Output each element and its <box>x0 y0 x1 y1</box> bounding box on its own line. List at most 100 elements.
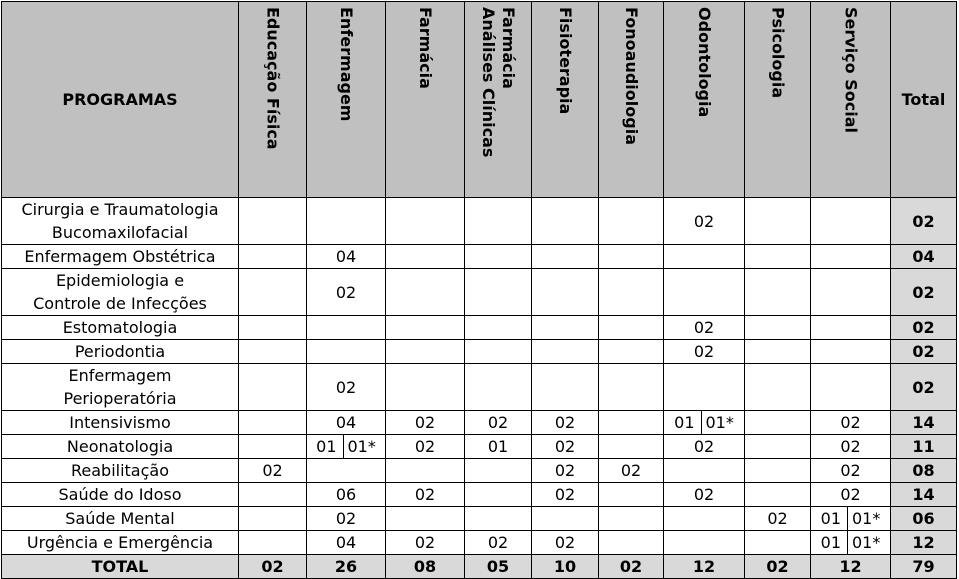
cell: 02 <box>464 530 532 555</box>
cell <box>531 268 599 316</box>
cell: 02 <box>890 268 957 316</box>
cell <box>744 410 811 435</box>
cell-value: 02 <box>335 377 357 397</box>
cell-value: Saúde do Idoso <box>58 485 182 504</box>
cell <box>306 197 386 245</box>
cell-value: 01* <box>847 531 886 554</box>
cell <box>663 244 745 269</box>
cell: 04 <box>890 244 957 269</box>
total-cell: 02 <box>238 554 307 579</box>
cell-value: Enfermagem Perioperatória <box>63 366 177 408</box>
program-name: Enfermagem Obstétrica <box>1 244 239 269</box>
cell <box>531 506 599 531</box>
header-row: PROGRAMAS Educação Física Enfermagem Farmác… <box>1 1 957 198</box>
cell: 02 <box>385 482 465 507</box>
cell-value: 02 <box>840 461 861 480</box>
cell: 04 <box>306 530 386 555</box>
total-cell: 02 <box>744 554 811 579</box>
cell <box>598 530 664 555</box>
cell: 02 <box>464 410 532 435</box>
cell-value: 02 <box>261 557 284 576</box>
cell: 02 <box>810 410 891 435</box>
column-header: Enfermagem <box>306 1 386 198</box>
cell <box>306 315 386 340</box>
cell <box>531 315 599 340</box>
cell-value: 01* <box>342 435 382 458</box>
cell: 02 <box>663 315 745 340</box>
cell-value: Periodontia <box>74 342 166 361</box>
cell <box>238 197 307 245</box>
cell <box>464 315 532 340</box>
cell-value: 26 <box>334 557 358 576</box>
column-header: Serviço Social <box>810 1 891 198</box>
cell: 02 <box>306 506 386 531</box>
cell-value: Cirurgia e Traumatologia Bucomaxilofacia… <box>21 200 219 242</box>
total-cell: 02 <box>598 554 664 579</box>
program-name: Cirurgia e Traumatologia Bucomaxilofacia… <box>1 197 239 245</box>
cell-value: 02 <box>414 485 436 504</box>
cell <box>598 197 664 245</box>
cell <box>385 268 465 316</box>
cell <box>238 434 307 459</box>
program-name: Estomatologia <box>1 315 239 340</box>
column-header: Farmácia Análises Clínicas <box>464 1 532 198</box>
split-cell: 01 01* <box>307 435 385 458</box>
cell: 02 <box>385 410 465 435</box>
cell <box>238 410 307 435</box>
column-header: Psicologia <box>744 1 811 198</box>
cell <box>810 244 891 269</box>
header-text: Odontologia <box>695 6 714 117</box>
cell <box>531 339 599 364</box>
cell: 02 <box>890 197 957 245</box>
program-row: Enfermagem Perioperatória 02 02 <box>1 363 957 411</box>
program-name: Urgência e Emergência <box>1 530 239 555</box>
header-text: Enfermagem <box>337 6 356 121</box>
cell: 12 <box>890 530 957 555</box>
header-text: Educação Física <box>263 6 283 150</box>
cell <box>663 458 745 483</box>
cell <box>744 530 811 555</box>
cell-value: 01 <box>820 533 841 552</box>
cell <box>464 244 532 269</box>
cell-value: 01 <box>674 413 695 432</box>
cell <box>744 197 811 245</box>
cell-value: Intensivismo <box>69 413 171 432</box>
cell <box>663 363 745 411</box>
cell-value: 01 <box>316 437 337 456</box>
cell <box>464 482 532 507</box>
cell: 04 <box>306 244 386 269</box>
cell: 11 <box>890 434 957 459</box>
cell <box>238 339 307 364</box>
cell <box>385 339 465 364</box>
cell <box>464 268 532 316</box>
cell-value: 02 <box>693 211 715 231</box>
cell <box>531 363 599 411</box>
total-cell: 26 <box>306 554 386 579</box>
cell: 02 <box>385 434 465 459</box>
cell-value: Estomatologia <box>62 318 178 337</box>
cell: 02 <box>810 434 891 459</box>
column-header: Fisioterapia <box>531 1 599 198</box>
cell-value: 05 <box>486 557 510 576</box>
cell <box>810 268 891 316</box>
total-cell: 08 <box>385 554 465 579</box>
cell-value: 02 <box>262 461 283 480</box>
cell-value: 06 <box>912 509 935 528</box>
program-row: Enfermagem Obstétrica 04 04 <box>1 244 957 269</box>
cell-value: Reabilitação <box>70 461 169 480</box>
header-text: Farmácia Análises Clínicas <box>479 6 518 157</box>
cell <box>306 458 386 483</box>
cell-value: 02 <box>912 342 935 361</box>
cell-value: 12 <box>692 557 716 576</box>
cell <box>598 339 664 364</box>
total-cell: 05 <box>464 554 532 579</box>
cell-value: 79 <box>912 557 935 576</box>
cell-value: 11 <box>912 437 935 456</box>
cell-value: 01 <box>820 509 841 528</box>
cell: 14 <box>890 482 957 507</box>
split-cell: 01 01* <box>664 411 744 434</box>
cell <box>238 482 307 507</box>
program-name: Epidemiologia e Controle de Infecções <box>1 268 239 316</box>
